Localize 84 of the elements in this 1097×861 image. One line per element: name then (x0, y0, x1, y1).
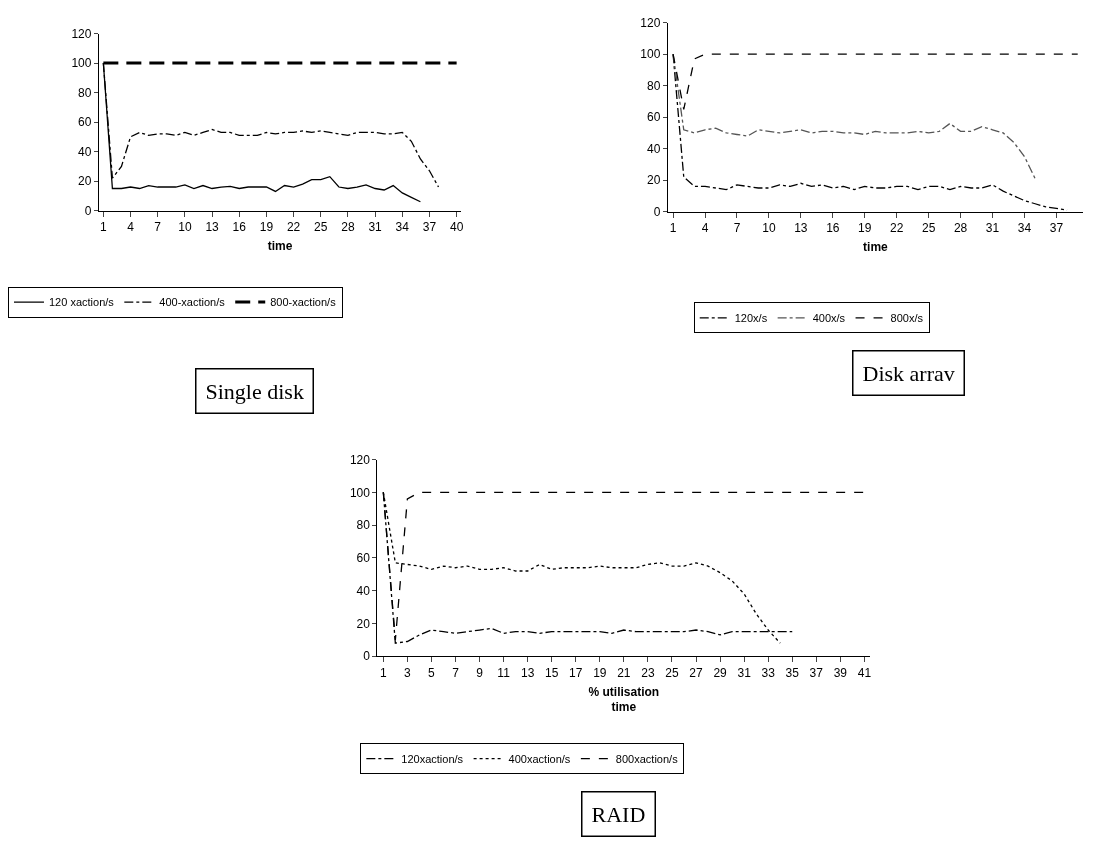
x-axis-title: time (863, 239, 889, 254)
legend-label: 800xaction/s (615, 752, 679, 765)
x-tick-label: 19 (593, 665, 607, 680)
x-tick-label: 1 (379, 665, 387, 680)
x-tick-label: 31 (737, 665, 752, 680)
x-tick-label: 28 (341, 220, 355, 235)
x-tick-label: 16 (826, 221, 840, 236)
y-tick-label: 100 (71, 56, 92, 71)
x-tick-label: 31 (368, 220, 383, 235)
x-tick-label: 5 (428, 665, 436, 680)
x-tick-label: 35 (785, 665, 800, 680)
legend-label: 120x/s (734, 312, 768, 325)
x-tick-label: 33 (761, 665, 776, 680)
y-tick-label: 60 (78, 115, 92, 130)
x-tick-label: 41 (857, 665, 872, 680)
x-tick-label: 7 (452, 665, 460, 680)
x-axis-title: % utilisation time (588, 684, 660, 715)
x-tick-label: 10 (178, 220, 192, 235)
y-tick-label: 120 (640, 15, 661, 30)
x-tick-label: 10 (762, 221, 776, 236)
y-tick-label: 100 (349, 485, 371, 500)
x-tick-label: 3 (404, 665, 412, 680)
x-tick-label: 22 (286, 220, 301, 235)
x-tick-label: 25 (314, 220, 328, 235)
y-tick-label: 60 (647, 110, 661, 125)
y-tick-label: 20 (356, 616, 371, 631)
x-tick-label: 17 (569, 665, 583, 680)
x-tick-label: 15 (545, 665, 559, 680)
legend-label: 400-xaction/s (159, 296, 226, 309)
legend-label: 800-xaction/s (270, 296, 337, 309)
x-tick-label: 37 (809, 665, 824, 680)
text: RAID (591, 801, 646, 827)
x-tick-label: 19 (259, 220, 274, 235)
x-axis-title: time (267, 238, 293, 253)
x-tick-label: 4 (127, 220, 135, 235)
x-tick-label: 28 (953, 221, 968, 236)
x-tick-label: 40 (449, 220, 464, 235)
x-tick-label: 7 (733, 221, 741, 236)
y-tick-label: 0 (653, 204, 661, 219)
legend-label: 400xaction/s (508, 752, 571, 765)
x-tick-label: 13 (794, 221, 808, 236)
x-tick-label: 7 (154, 220, 162, 235)
legend-label: 400x/s (812, 312, 846, 325)
x-tick-label: 23 (641, 665, 655, 680)
x-tick-label: 11 (497, 665, 511, 680)
x-tick-label: 13 (205, 220, 220, 235)
y-tick-label: 100 (640, 47, 661, 62)
x-tick-label: 4 (701, 221, 709, 236)
x-tick-label: 1 (669, 221, 677, 236)
x-tick-label: 29 (713, 665, 728, 680)
legend-label: 120xaction/s (401, 752, 464, 765)
y-tick-label: 0 (363, 649, 371, 664)
x-tick-label: 16 (232, 220, 247, 235)
x-tick-label: 13 (520, 665, 535, 680)
y-tick-label: 80 (356, 518, 371, 533)
x-tick-label: 25 (665, 665, 679, 680)
x-tick-label: 1 (100, 220, 108, 235)
y-tick-label: 120 (71, 26, 92, 41)
x-tick-label: 37 (422, 220, 437, 235)
x-tick-label: 22 (890, 221, 904, 236)
x-tick-label: 21 (617, 665, 631, 680)
y-tick-label: 40 (647, 141, 661, 156)
legend-label: 120 xaction/s (48, 296, 115, 309)
legend-label: 800x/s (890, 312, 924, 325)
x-tick-label: 27 (689, 665, 704, 680)
y-tick-label: 40 (356, 583, 371, 598)
x-tick-label: 34 (395, 220, 410, 235)
x-tick-label: 39 (833, 665, 848, 680)
x-tick-label: 25 (921, 221, 936, 236)
x-tick-label: 19 (858, 221, 872, 236)
y-tick-label: 0 (84, 203, 92, 218)
x-tick-label: 31 (985, 221, 1000, 236)
y-tick-label: 20 (78, 174, 92, 189)
x-tick-label: 9 (476, 665, 484, 680)
x-tick-label: 37 (1049, 221, 1064, 236)
y-tick-label: 20 (647, 173, 661, 188)
x-tick-label: 34 (1017, 221, 1032, 236)
text: Disk arrav (862, 360, 955, 386)
y-tick-label: 60 (356, 551, 371, 566)
y-tick-label: 80 (647, 78, 661, 93)
y-tick-label: 40 (78, 144, 92, 159)
text: Single disk (205, 378, 304, 404)
y-tick-label: 120 (349, 452, 371, 467)
y-tick-label: 80 (78, 85, 92, 100)
